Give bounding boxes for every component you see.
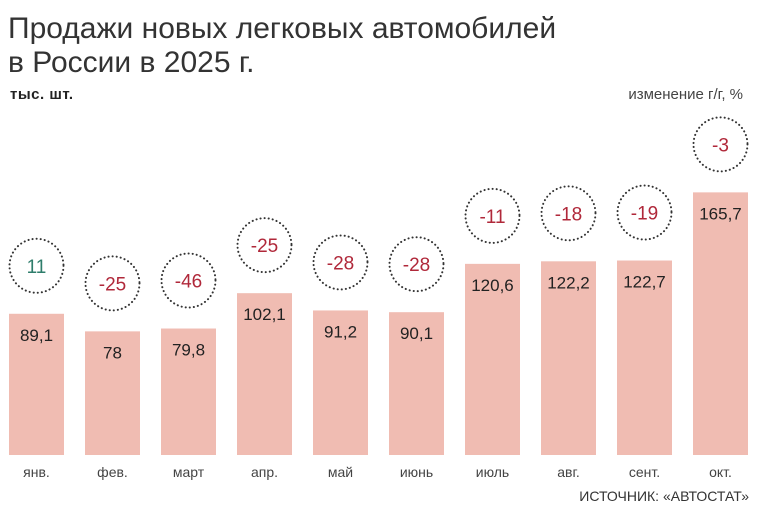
change-value: -28	[403, 255, 430, 276]
x-tick-label: янв.	[23, 464, 50, 480]
change-circle	[312, 234, 369, 291]
change-circle	[8, 237, 65, 294]
bar	[693, 192, 748, 456]
change-value: -25	[99, 274, 126, 295]
x-tick-label: июль	[476, 464, 509, 480]
x-tick-label: март	[173, 464, 205, 480]
bar	[237, 293, 292, 455]
change-label: изменение г/г, %	[628, 86, 743, 103]
change-value: -28	[327, 253, 354, 274]
change-value: -19	[631, 204, 658, 225]
value-label: 102,1	[243, 305, 286, 324]
bar	[389, 312, 444, 455]
change-value: -11	[479, 207, 505, 228]
change-circle	[616, 184, 673, 241]
change-value: 11	[27, 257, 47, 278]
bar	[85, 331, 140, 455]
value-label: 165,7	[699, 204, 742, 223]
change-circle	[464, 187, 521, 244]
bar	[9, 313, 64, 455]
change-circle	[236, 217, 293, 274]
bar	[161, 328, 216, 455]
x-tick-label: фев.	[97, 464, 128, 480]
change-value: -46	[175, 272, 202, 293]
x-tick-label: окт.	[709, 464, 732, 480]
change-value: -25	[251, 236, 278, 257]
bar	[465, 263, 520, 455]
value-label: 122,2	[547, 273, 590, 292]
value-label: 90,1	[400, 324, 433, 343]
x-tick-label: май	[328, 464, 353, 480]
change-circle	[540, 185, 597, 242]
x-tick-label: апр.	[251, 464, 278, 480]
value-label: 120,6	[471, 276, 514, 295]
chart-title: Продажи новых легковых автомобилей в Росс…	[8, 12, 556, 80]
value-label: 78	[103, 343, 122, 362]
bar	[541, 261, 596, 455]
bar	[617, 260, 672, 455]
source-note: ИСТОЧНИК: «АВТОСТАТ»	[579, 488, 749, 504]
change-value: -18	[555, 204, 582, 225]
x-tick-label: июнь	[400, 464, 433, 480]
value-label: 79,8	[172, 341, 205, 360]
x-tick-label: авг.	[557, 464, 580, 480]
change-value: -3	[712, 135, 729, 156]
value-label: 91,2	[324, 322, 357, 341]
y-unit-label: тыс. шт.	[10, 86, 74, 103]
change-circle	[388, 236, 445, 293]
change-circle	[160, 252, 217, 309]
change-circle	[84, 255, 141, 312]
x-tick-label: сент.	[629, 464, 660, 480]
change-circle	[692, 116, 749, 173]
bar	[313, 310, 368, 455]
value-label: 122,7	[623, 273, 666, 292]
title-line-1: Продажи новых легковых автомобилей	[8, 12, 557, 45]
value-label: 89,1	[20, 326, 53, 345]
title-line-2: в России в 2025 г.	[8, 46, 255, 79]
